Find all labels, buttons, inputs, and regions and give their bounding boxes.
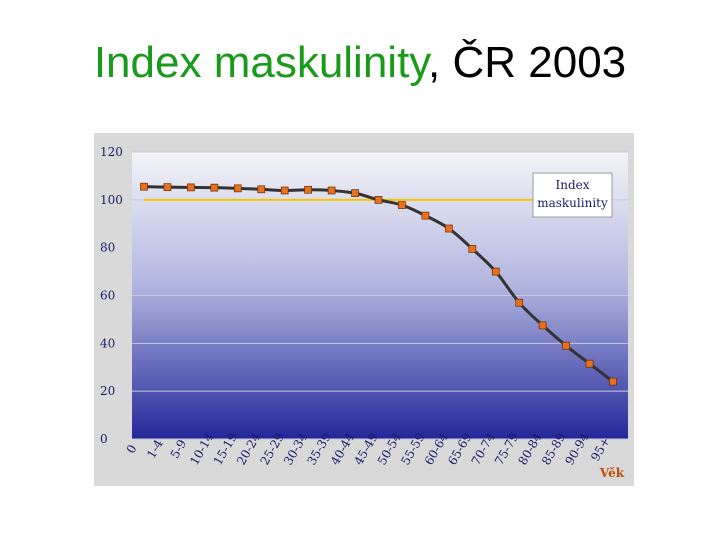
- data-point-35-39: [327, 186, 336, 195]
- data-point-75-79: [515, 298, 524, 307]
- data-point-0: [140, 182, 148, 191]
- data-point-55-59: [421, 211, 430, 220]
- y-tick-label-20: 20: [100, 384, 115, 398]
- data-point-5-9: [187, 183, 195, 192]
- y-tick-label-120: 120: [100, 145, 123, 159]
- y-tick-label-60: 60: [100, 289, 115, 303]
- data-point-85-89: [562, 341, 570, 350]
- data-point-90-94: [585, 359, 594, 368]
- legend-line-1: Index: [555, 178, 589, 192]
- data-point-15-19: [233, 184, 242, 193]
- y-tick-label-100: 100: [100, 193, 123, 207]
- data-point-95+: [609, 377, 617, 386]
- title-main: Index maskulinity: [93, 38, 429, 87]
- legend-box: [532, 172, 613, 218]
- data-point-10-14: [210, 183, 219, 192]
- data-point-20-24: [257, 185, 266, 194]
- y-tick-label-0: 0: [100, 432, 108, 446]
- data-point-70-74: [491, 267, 500, 276]
- slide-title: Index maskulinity, ČR 2003: [0, 38, 720, 88]
- series-points: [140, 182, 617, 386]
- data-point-45-49: [374, 195, 383, 204]
- data-point-30-34: [304, 185, 312, 194]
- x-tick-label-0: 0: [124, 442, 140, 456]
- x-tick-label-1-4: 1-4: [144, 437, 166, 461]
- y-tick-label-80: 80: [100, 241, 115, 255]
- data-point-25-29: [280, 186, 289, 195]
- data-point-60-64: [445, 224, 453, 233]
- title-suffix: , ČR 2003: [428, 38, 627, 87]
- data-point-65-69: [468, 245, 477, 253]
- data-point-80-84: [538, 321, 547, 330]
- data-point-50-54: [398, 201, 406, 209]
- data-point-40-44: [351, 189, 359, 197]
- data-point-1-4: [163, 183, 172, 192]
- x-tick-label-5-9: 5-9: [168, 437, 190, 461]
- chart-frame: 0 20 40 60 80 100 120 0 1-4 5-9 10-14 15-19 20-24 25…: [94, 133, 634, 486]
- legend-line-2: maskulinity: [537, 196, 608, 210]
- x-axis-label: Věk: [599, 466, 625, 480]
- y-axis-ticks: 0 20 40 60 80 100 120: [100, 145, 123, 446]
- y-tick-label-40: 40: [100, 336, 115, 350]
- chart-legend: Index maskulinity: [532, 172, 613, 218]
